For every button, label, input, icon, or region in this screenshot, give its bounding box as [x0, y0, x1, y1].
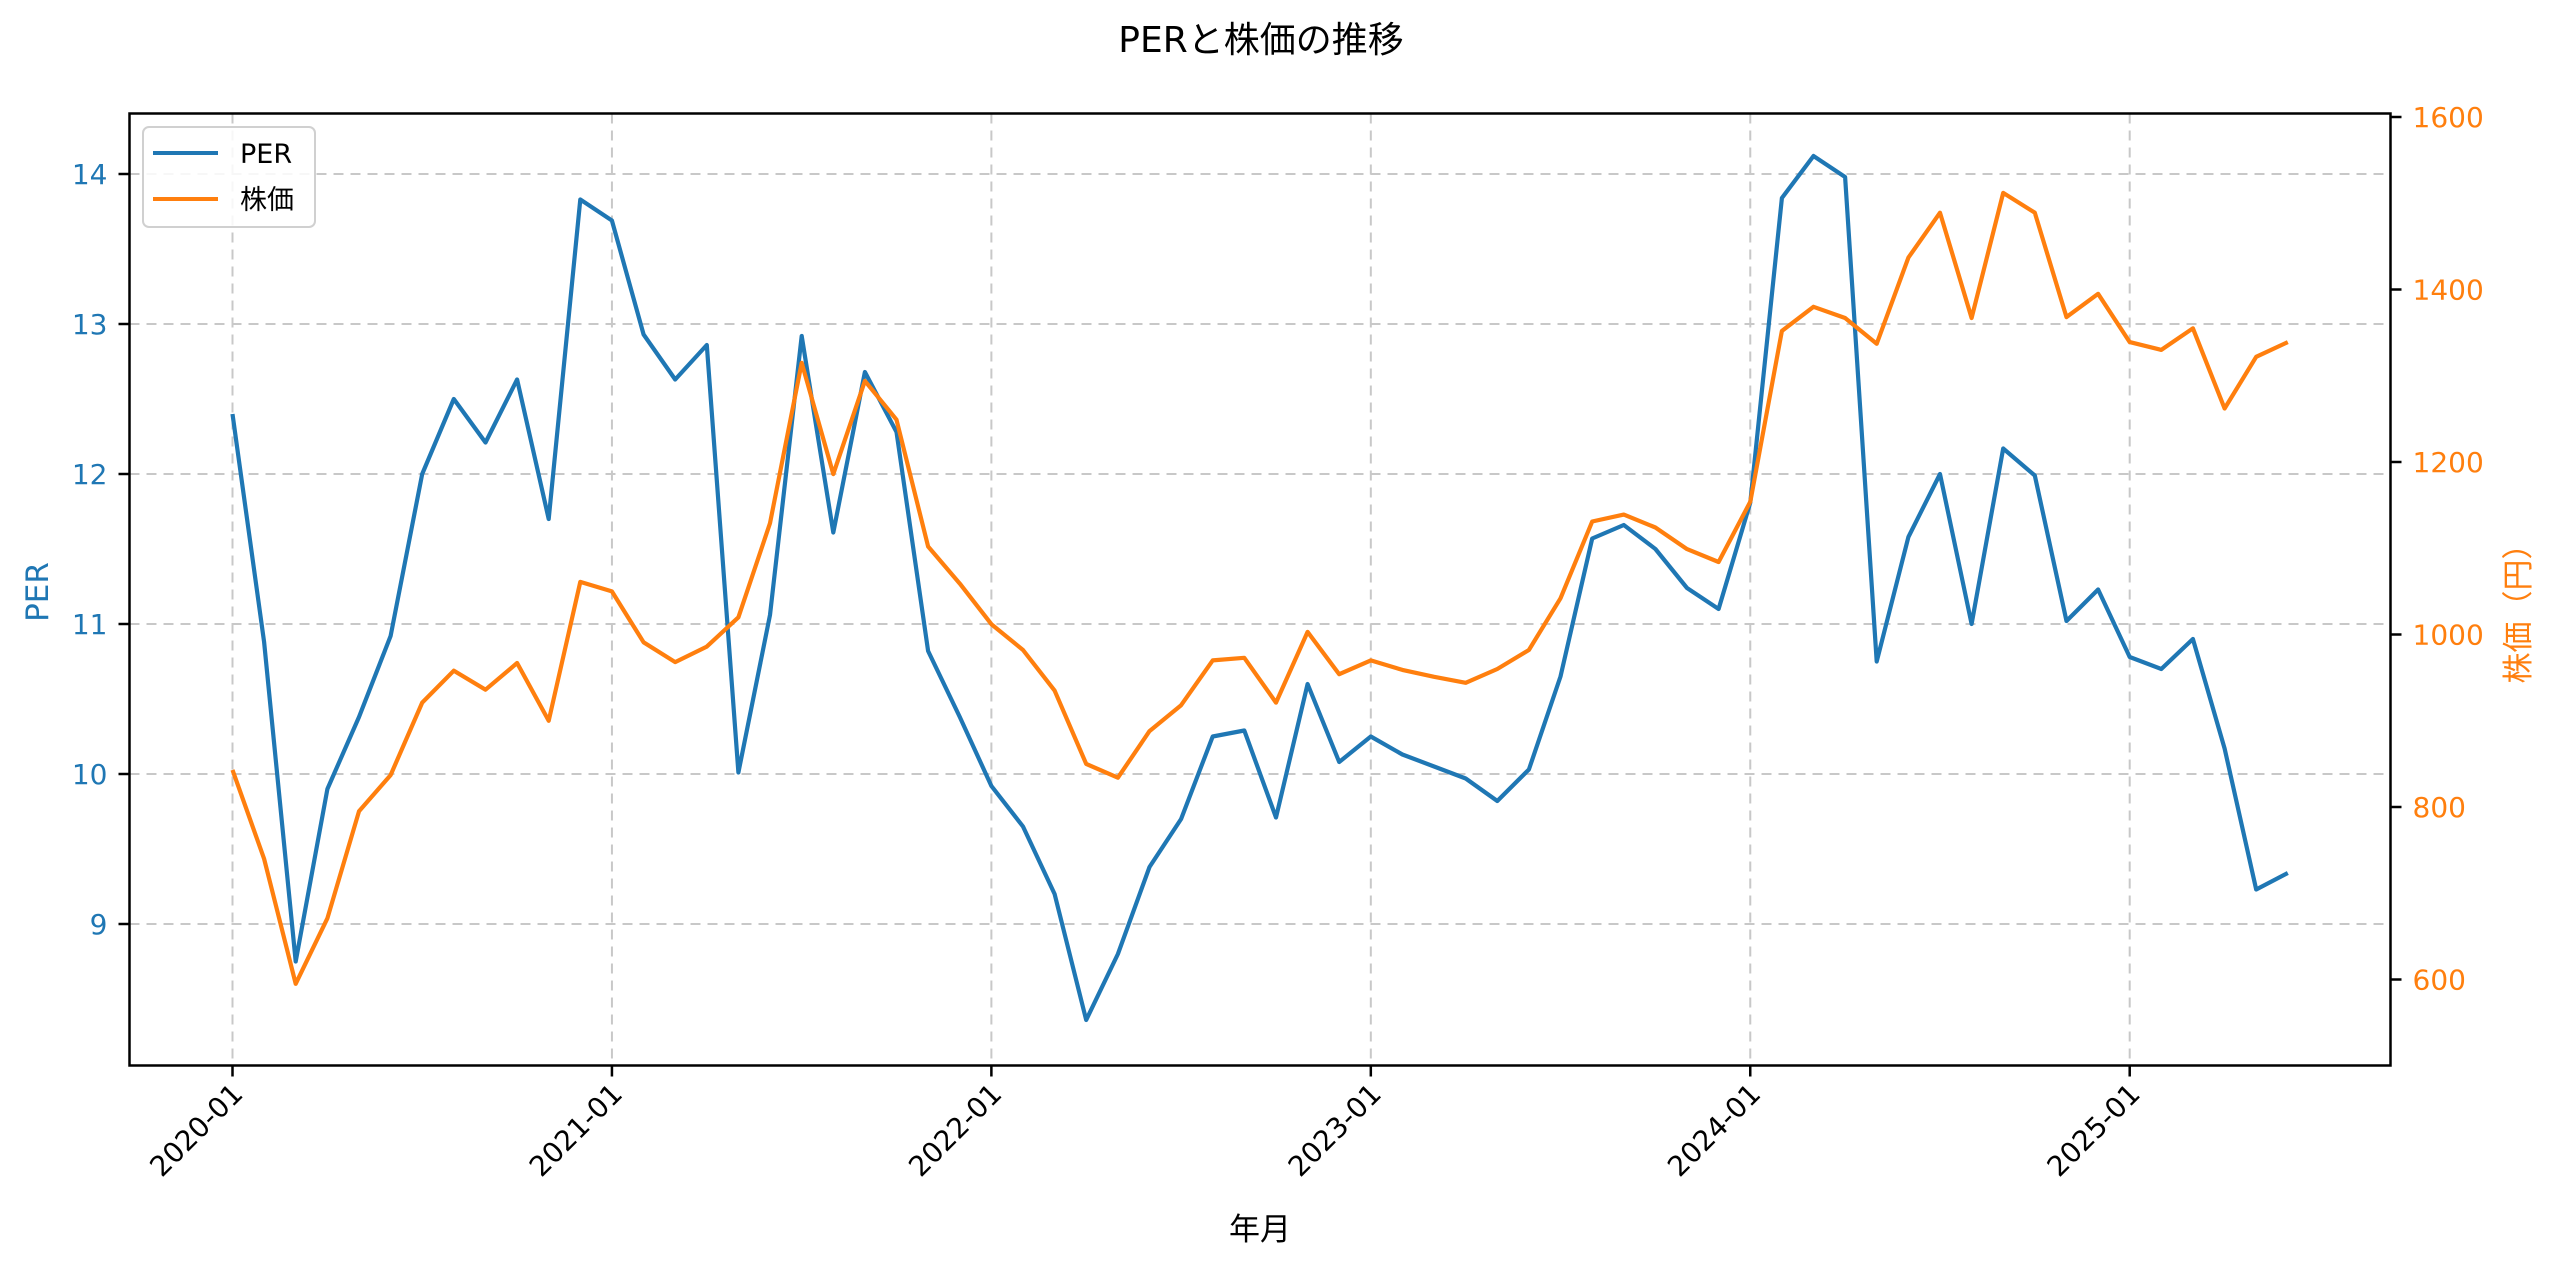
tick-label-left: 11: [72, 608, 108, 641]
plot-area-frame: [128, 112, 2392, 1067]
tick-label-right: 1400: [2413, 274, 2484, 307]
tick-label-x: 2024-01: [1661, 1077, 1767, 1183]
tick-label-right: 1000: [2413, 619, 2484, 652]
tick-label-left: 9: [90, 908, 108, 941]
x-axis-ticks: 2020-01 2021-01 2022-01 2023-01 2024-01 2025-…: [143, 1065, 2147, 1183]
tick-label-x: 2023-01: [1282, 1077, 1388, 1183]
series-line-price: [230, 190, 2289, 986]
tick-label-left: 12: [72, 458, 108, 491]
tick-label-right: 800: [2413, 791, 2466, 824]
tick-label-x: 2025-01: [2041, 1077, 2147, 1183]
chart-title: PERと株価の推移: [1118, 20, 1403, 61]
tick-label-left: 13: [72, 308, 108, 341]
tick-label-left: 10: [72, 758, 108, 791]
tick-label-right: 600: [2413, 964, 2466, 997]
left-y-axis-ticks: 9 10 11 12 13 14: [72, 158, 130, 941]
y-axis-label-right: 株価（円）: [2501, 529, 2537, 684]
series-lines: [230, 153, 2289, 1023]
tick-label-x: 2022-01: [902, 1077, 1008, 1183]
tick-label-x: 2020-01: [143, 1077, 249, 1183]
grid-lines: [129, 113, 2391, 1066]
x-axis-label: 年月: [1229, 1212, 1291, 1248]
right-y-axis-ticks: 600 800 1000 1200 1400 1600: [2390, 101, 2484, 997]
tick-label-x: 2021-01: [523, 1077, 629, 1183]
legend: PER 株価: [142, 126, 316, 228]
legend-label-per: PER: [240, 139, 292, 170]
tick-label-left: 14: [72, 158, 108, 191]
tick-label-right: 1200: [2413, 446, 2484, 479]
series-line-per: [230, 153, 2289, 1023]
y-axis-label-left: PER: [20, 562, 56, 622]
tick-label-right: 1600: [2413, 101, 2484, 134]
legend-label-price: 株価: [240, 185, 294, 216]
